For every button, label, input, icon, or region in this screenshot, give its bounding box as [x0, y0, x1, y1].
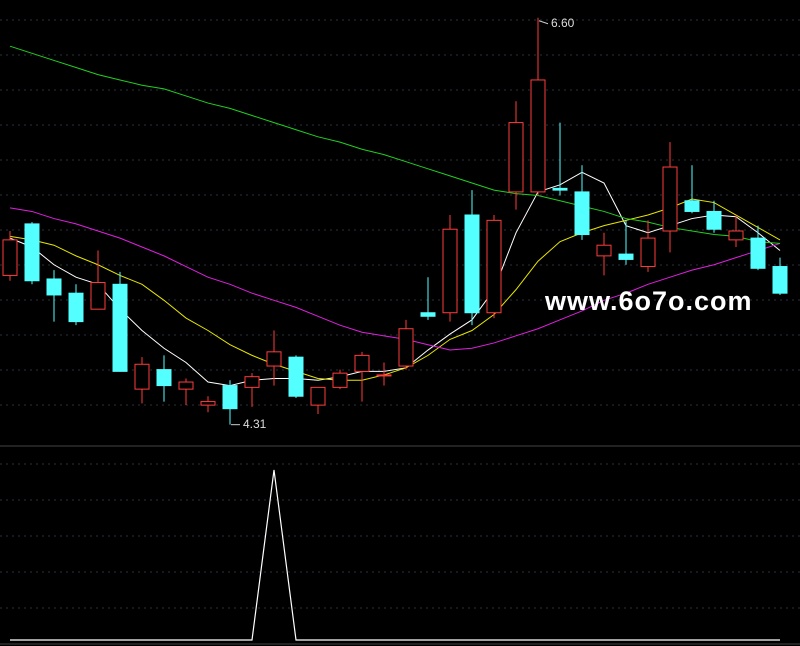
ma-line	[9, 207, 781, 351]
candle-body	[662, 166, 678, 232]
annotation-label: 6.60	[551, 16, 575, 30]
candle-body	[200, 401, 216, 406]
candle-body	[178, 381, 194, 390]
candle-body	[420, 312, 436, 317]
candle-body	[266, 351, 282, 367]
candle-body	[442, 228, 458, 314]
candle-body	[750, 237, 766, 269]
candle-body	[112, 283, 128, 372]
candle-body	[134, 363, 150, 390]
candle-body	[574, 191, 590, 236]
candle-body	[486, 219, 502, 314]
candle-body	[376, 374, 392, 377]
ma-line	[9, 45, 781, 244]
candle-body	[640, 237, 656, 268]
candle-body	[398, 328, 414, 367]
candle-body	[2, 239, 18, 276]
candle-body	[684, 200, 700, 212]
candle-body	[618, 253, 634, 260]
candle-body	[728, 230, 744, 241]
candle-body	[244, 376, 260, 388]
candle-body	[772, 266, 788, 294]
candle-body	[46, 278, 62, 296]
candle-body	[354, 354, 370, 372]
candle-body	[508, 122, 524, 193]
watermark: www.6o7o.com	[544, 286, 753, 316]
candle-body	[222, 385, 238, 410]
candle-body	[156, 369, 172, 387]
candle-body	[310, 386, 326, 406]
ma-line	[9, 171, 781, 387]
candle-body	[24, 223, 40, 282]
candle-body	[464, 214, 480, 314]
candle-body	[288, 356, 304, 397]
candle-body	[332, 372, 348, 388]
candle-body	[706, 210, 722, 230]
indicator-line	[10, 469, 780, 641]
candle-body	[90, 282, 106, 310]
annotation-arrow	[538, 20, 549, 25]
candle-body	[530, 79, 546, 193]
candle-body	[552, 187, 568, 191]
candle-body	[596, 244, 612, 257]
ma-line	[9, 198, 781, 381]
annotation-label: 4.31	[243, 417, 267, 431]
candle-body	[68, 292, 84, 323]
